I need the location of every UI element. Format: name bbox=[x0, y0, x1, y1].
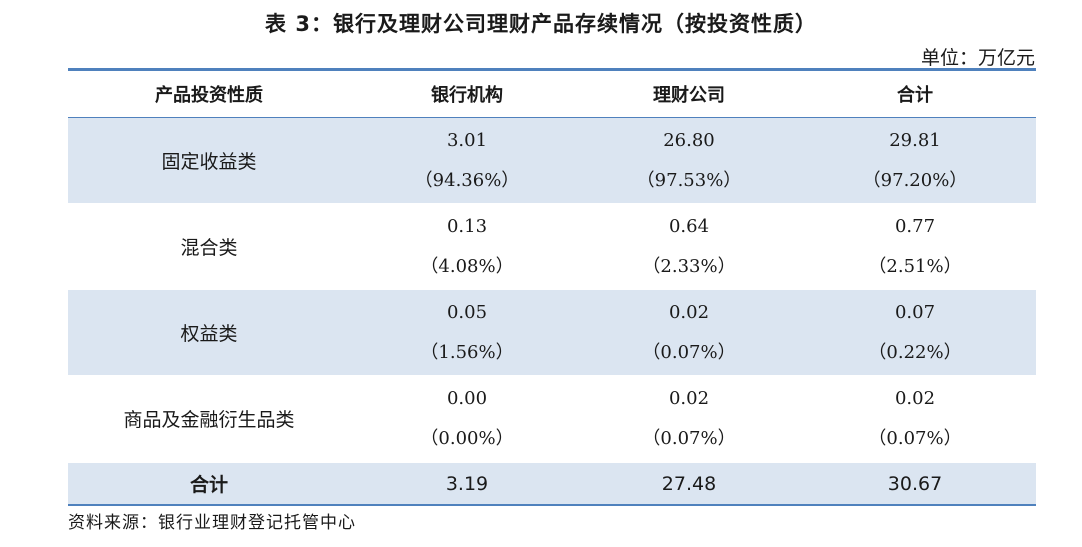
cell-percent: （0.07%） bbox=[642, 427, 736, 449]
cell-value: 26.80 bbox=[663, 129, 715, 151]
cell-value: 0.64 bbox=[668, 215, 710, 237]
total-banks: 3.19 bbox=[445, 472, 489, 495]
cell-banks: 0.13 （4.08%） bbox=[350, 204, 584, 289]
header-total: 合计 bbox=[897, 85, 933, 106]
unit-label: 单位：万亿元 bbox=[920, 47, 1035, 69]
table-row-fixed-income: 固定收益类 3.01 （94.36%） 26.80 （97.53%） 29.81… bbox=[68, 118, 1036, 204]
cell-percent: （94.36%） bbox=[414, 169, 520, 191]
header-wealth-companies: 理财公司 bbox=[653, 85, 725, 106]
header-banks: 银行机构 bbox=[431, 85, 503, 106]
cell-value: 3.01 bbox=[446, 129, 488, 151]
total-wealth-companies: 27.48 bbox=[661, 472, 717, 495]
cell-percent: （2.33%） bbox=[642, 255, 736, 277]
cell-percent: （1.56%） bbox=[420, 341, 514, 363]
cell-value: 0.13 bbox=[446, 215, 488, 237]
cell-banks: 0.05 （1.56%） bbox=[350, 290, 584, 375]
cell-value: 0.77 bbox=[894, 215, 936, 237]
cell-value: 0.02 bbox=[668, 301, 710, 323]
row-label: 商品及金融衍生品类 bbox=[123, 409, 295, 431]
cell-value: 0.00 bbox=[446, 387, 488, 409]
cell-percent: （97.53%） bbox=[636, 169, 742, 191]
cell-wealth-companies: 0.02 （0.07%） bbox=[584, 290, 794, 375]
cell-total: 29.81 （97.20%） bbox=[794, 118, 1036, 203]
table-top-rule bbox=[68, 68, 1036, 71]
cell-percent: （0.00%） bbox=[420, 427, 514, 449]
row-label: 权益类 bbox=[180, 323, 238, 345]
total-label: 合计 bbox=[189, 474, 228, 496]
total-overall: 30.67 bbox=[887, 472, 943, 495]
cell-value: 0.05 bbox=[446, 301, 488, 323]
cell-total: 0.02 （0.07%） bbox=[794, 376, 1036, 461]
cell-percent: （0.22%） bbox=[868, 341, 962, 363]
header-investment-type: 产品投资性质 bbox=[155, 85, 263, 106]
table-row-equity: 权益类 0.05 （1.56%） 0.02 （0.07%） 0.07 （0.22… bbox=[68, 290, 1036, 376]
cell-total: 0.77 （2.51%） bbox=[794, 204, 1036, 289]
cell-percent: （2.51%） bbox=[868, 255, 962, 277]
cell-banks: 3.01 （94.36%） bbox=[350, 118, 584, 203]
row-label: 固定收益类 bbox=[161, 151, 257, 173]
cell-wealth-companies: 26.80 （97.53%） bbox=[584, 118, 794, 203]
cell-percent: （0.07%） bbox=[868, 427, 962, 449]
cell-percent: （4.08%） bbox=[420, 255, 514, 277]
cell-wealth-companies: 0.02 （0.07%） bbox=[584, 376, 794, 461]
table-row-commodities-derivatives: 商品及金融衍生品类 0.00 （0.00%） 0.02 （0.07%） 0.02… bbox=[68, 376, 1036, 462]
source-note: 资料来源：银行业理财登记托管中心 bbox=[68, 513, 356, 533]
cell-banks: 0.00 （0.00%） bbox=[350, 376, 584, 461]
table-row-mixed: 混合类 0.13 （4.08%） 0.64 （2.33%） 0.77 （2.51… bbox=[68, 204, 1036, 290]
row-label: 混合类 bbox=[180, 237, 238, 259]
cell-wealth-companies: 0.64 （2.33%） bbox=[584, 204, 794, 289]
cell-total: 0.07 （0.22%） bbox=[794, 290, 1036, 375]
table-total-row: 合计 3.19 27.48 30.67 bbox=[68, 462, 1036, 504]
cell-value: 29.81 bbox=[889, 129, 941, 151]
cell-value: 0.02 bbox=[668, 387, 710, 409]
cell-percent: （97.20%） bbox=[862, 169, 968, 191]
data-table: 产品投资性质 银行机构 理财公司 合计 固定收益类 3.01 （94.36%） … bbox=[68, 68, 1036, 506]
table-bottom-rule bbox=[68, 504, 1036, 506]
table-title: 表 3：银行及理财公司理财产品存续情况（按投资性质） bbox=[265, 12, 817, 36]
cell-value: 0.02 bbox=[894, 387, 936, 409]
table-header-row: 产品投资性质 银行机构 理财公司 合计 bbox=[68, 71, 1036, 118]
cell-value: 0.07 bbox=[894, 301, 936, 323]
cell-percent: （0.07%） bbox=[642, 341, 736, 363]
